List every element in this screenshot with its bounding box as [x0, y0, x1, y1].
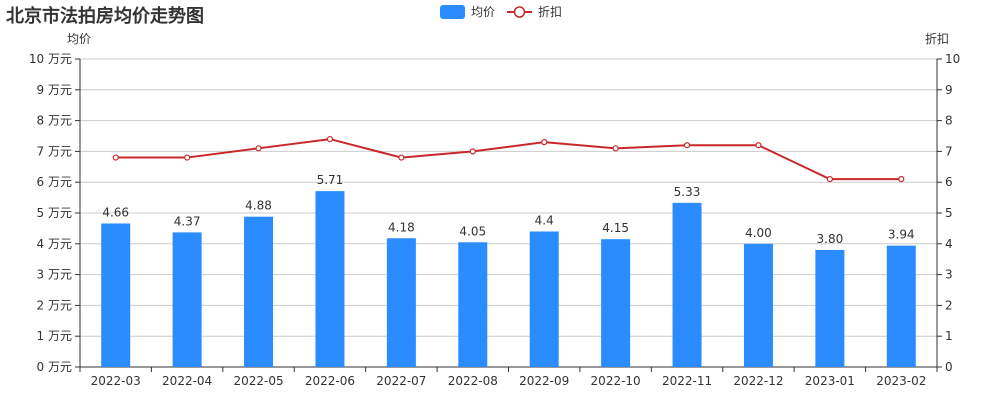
bar-value-label: 5.71: [317, 173, 344, 187]
bar-value-label: 4.18: [388, 220, 415, 234]
right-tick-label: 6: [945, 175, 953, 189]
discount-point: [612, 145, 619, 152]
bar-value-label: 4.00: [745, 226, 772, 240]
bar: [244, 216, 274, 367]
right-tick-label: 7: [945, 144, 953, 158]
left-tick-label: 0 万元: [37, 360, 72, 374]
discount-point: [898, 176, 905, 183]
discount-point: [184, 154, 191, 161]
right-tick-label: 0: [945, 360, 953, 374]
legend-item-discount[interactable]: 折扣: [507, 3, 562, 20]
x-tick-label: 2022-05: [233, 374, 283, 388]
left-axis-name: 均价: [67, 32, 92, 46]
left-tick-label: 9 万元: [37, 83, 72, 97]
x-tick-label: 2022-11: [662, 374, 712, 388]
x-tick-label: 2022-04: [162, 374, 212, 388]
right-tick-label: 3: [945, 268, 953, 282]
x-tick-label: 2023-02: [876, 374, 926, 388]
bar-value-label: 4.88: [245, 199, 272, 213]
discount-point: [541, 139, 548, 146]
bar-value-label: 4.4: [535, 213, 554, 227]
right-tick-label: 2: [945, 298, 953, 312]
x-tick-label: 2022-10: [591, 374, 641, 388]
legend-item-price[interactable]: 均价: [440, 3, 495, 20]
right-tick-label: 8: [945, 114, 953, 128]
bar-value-label: 4.15: [602, 221, 629, 235]
left-tick-label: 5 万元: [37, 206, 72, 220]
bar-value-label: 4.66: [102, 205, 129, 219]
x-tick-label: 2022-09: [519, 374, 569, 388]
left-tick-label: 10 万元: [29, 52, 72, 66]
right-tick-label: 9: [945, 83, 953, 97]
bar: [743, 243, 773, 367]
discount-point: [826, 176, 833, 183]
bar-swatch-icon: [440, 4, 465, 19]
bar: [529, 231, 559, 367]
x-tick-label: 2022-08: [448, 374, 498, 388]
x-tick-label: 2022-06: [305, 374, 355, 388]
legend-label-discount: 折扣: [538, 5, 563, 19]
bar-value-label: 3.94: [888, 228, 915, 242]
bar: [672, 202, 702, 367]
discount-line: [115, 138, 902, 181]
discount-point: [255, 145, 262, 152]
left-tick-label: 2 万元: [37, 298, 72, 312]
bar: [172, 232, 202, 367]
bar: [886, 245, 916, 367]
bar: [101, 223, 131, 367]
x-tick-label: 2023-01: [805, 374, 855, 388]
discount-point: [398, 154, 405, 161]
x-tick-label: 2022-12: [733, 374, 783, 388]
right-tick-label: 1: [945, 329, 953, 343]
left-tick-label: 7 万元: [37, 144, 72, 158]
bar-value-label: 4.05: [459, 224, 486, 238]
bar-value-label: 5.33: [674, 185, 701, 199]
bar: [315, 191, 345, 367]
left-tick-label: 1 万元: [37, 329, 72, 343]
discount-point: [326, 135, 334, 143]
discount-point: [755, 142, 762, 149]
right-tick-label: 10: [945, 52, 960, 66]
line-marker-icon: [507, 5, 533, 18]
right-tick-label: 5: [945, 206, 953, 220]
left-tick-label: 6 万元: [37, 175, 72, 189]
bar-value-label: 4.37: [174, 214, 201, 228]
bar: [815, 249, 845, 367]
right-tick-label: 4: [945, 237, 953, 251]
left-tick-label: 4 万元: [37, 237, 72, 251]
discount-point: [683, 142, 691, 149]
right-axis-name: 折扣: [925, 32, 950, 46]
chart-title: 北京市法拍房均价走势图: [6, 6, 204, 27]
discount-point: [112, 154, 119, 161]
bar: [386, 238, 416, 367]
bar: [601, 239, 631, 367]
discount-point: [469, 148, 476, 155]
left-tick-label: 3 万元: [37, 268, 72, 282]
x-tick-label: 2022-07: [376, 374, 426, 388]
bar: [458, 242, 488, 367]
bar-value-label: 3.80: [817, 232, 844, 246]
legend-label-price: 均价: [471, 5, 496, 19]
left-tick-label: 8 万元: [37, 114, 72, 128]
legend: 均价 折扣: [440, 3, 574, 20]
x-tick-label: 2022-03: [91, 374, 141, 388]
